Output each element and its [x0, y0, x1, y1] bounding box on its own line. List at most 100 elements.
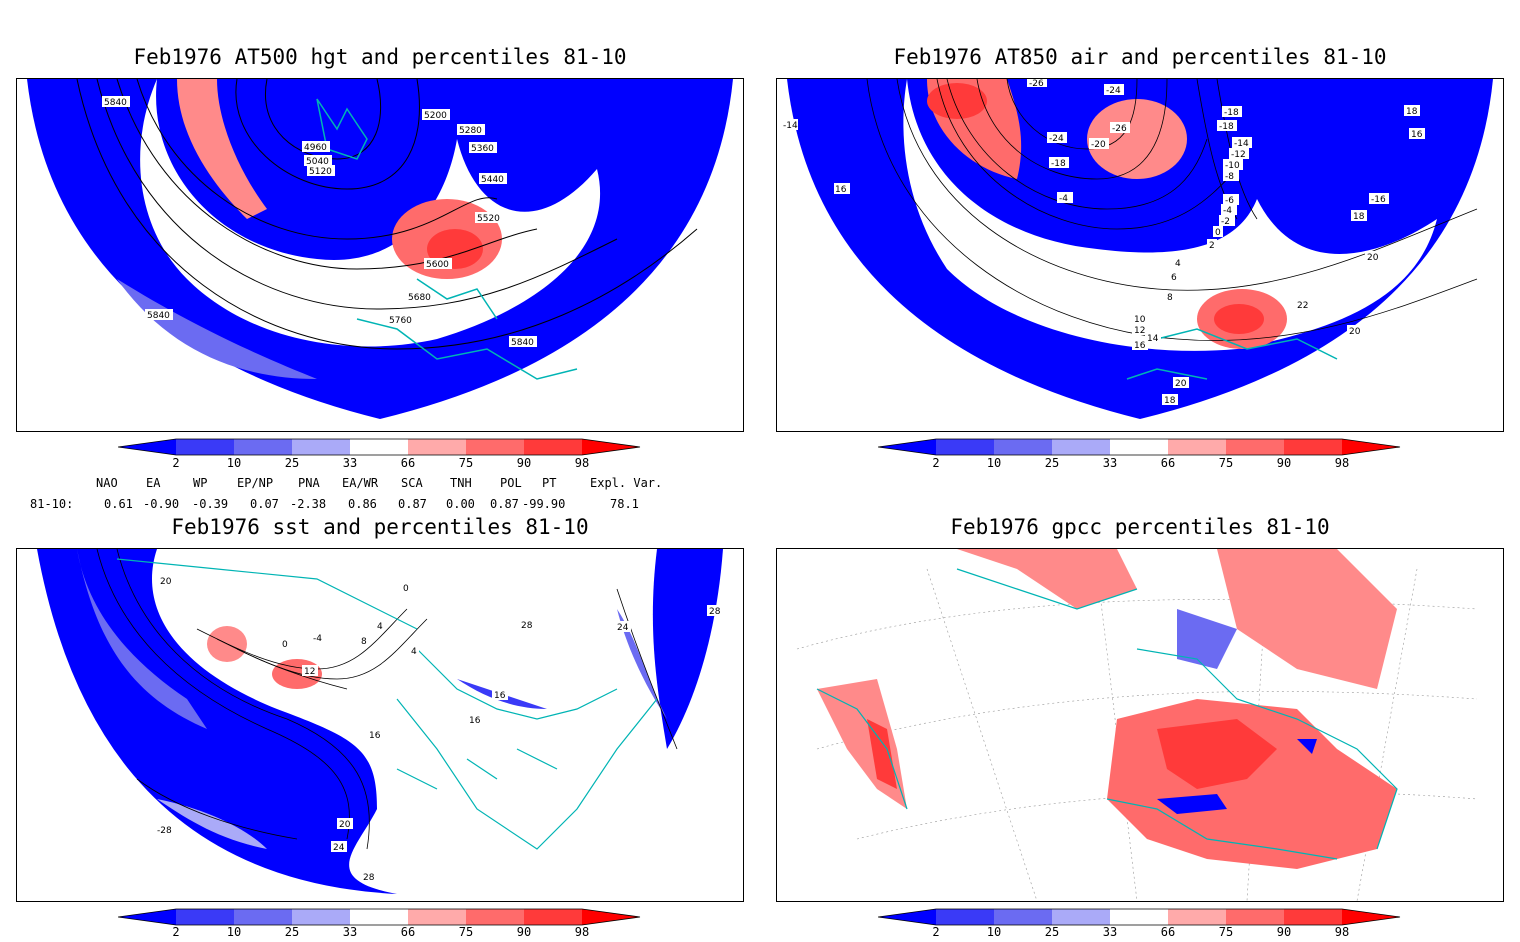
- index-value: 0.07: [250, 497, 279, 511]
- index-header: EA/WR: [342, 476, 379, 490]
- color-legend-air: 2 10 25 33 66 75 90 98: [878, 438, 1404, 472]
- index-header: TNH: [450, 476, 472, 490]
- legend-label: 90: [1276, 925, 1292, 939]
- air-contour-label: -20: [1091, 140, 1106, 150]
- legend-label: 66: [1160, 925, 1176, 939]
- air-contour-label: -4: [1223, 206, 1232, 216]
- air-contour-label: 10: [1134, 315, 1146, 325]
- sst-contour-label: 4: [377, 622, 383, 632]
- index-row-label: 81-10:: [30, 497, 74, 511]
- air-contour-label: 16: [1411, 130, 1423, 140]
- index-value: -0.90: [143, 497, 180, 511]
- index-header: Expl. Var.: [590, 476, 663, 490]
- air-contour-label: -6: [1225, 196, 1234, 206]
- sst-contour-label: 8: [361, 637, 367, 647]
- air-contour-label: -26: [1029, 79, 1044, 89]
- legend-label: 75: [458, 456, 474, 470]
- color-legend-hgt: 2 10 25 33 66 75 90 98: [118, 438, 644, 472]
- sst-contour-label: 16: [494, 691, 506, 701]
- air-contour-label: 16: [1134, 341, 1146, 351]
- sst-contour-label: 0: [282, 640, 288, 650]
- air-contour-label: -14: [783, 121, 798, 131]
- sst-contour-label: 20: [160, 577, 172, 587]
- panel-title-gpcc: Feb1976 gpcc percentiles 81-10: [950, 515, 1330, 539]
- index-header: SCA: [401, 476, 423, 490]
- air-contour-label: -4: [1059, 194, 1068, 204]
- legend-label: 98: [1334, 925, 1350, 939]
- map-panel-sst: 20 0 4 8 -4 0 12 4 16 16 16 20 24 28 28 …: [16, 548, 744, 902]
- index-header: EP/NP: [237, 476, 274, 490]
- legend-label: 90: [1276, 456, 1292, 470]
- sst-contour-label: 20: [339, 820, 351, 830]
- air-contour-label: -14: [1234, 139, 1249, 149]
- panel-title-air: Feb1976 AT850 air and percentiles 81-10: [893, 45, 1387, 69]
- hgt-contour-label: 5840: [104, 98, 127, 108]
- legend-label: 25: [1044, 925, 1060, 939]
- legend-bar-svg: [118, 438, 641, 456]
- index-value: 78.1: [610, 497, 639, 511]
- legend-label: 98: [1334, 456, 1350, 470]
- air-contour-label: 2: [1209, 241, 1215, 251]
- index-header: NAO: [96, 476, 118, 490]
- legend-label: 33: [342, 456, 358, 470]
- hgt-contour-label: 5600: [426, 260, 449, 270]
- sst-contour-label: 24: [617, 623, 629, 633]
- legend-label: 33: [1102, 925, 1118, 939]
- legend-label: 10: [226, 456, 242, 470]
- air-contour-label: 12: [1134, 326, 1145, 336]
- legend-label: 90: [516, 925, 532, 939]
- air-contour-label: -24: [1106, 86, 1121, 96]
- sst-contour-label: 24: [333, 843, 345, 853]
- air-contour-label: -18: [1219, 122, 1234, 132]
- legend-label: 66: [1160, 456, 1176, 470]
- index-value: 0.87: [398, 497, 427, 511]
- air-contour-label: -10: [1225, 161, 1240, 171]
- legend-label: 75: [458, 925, 474, 939]
- legend-bar-svg: [118, 908, 641, 926]
- air-contour-label: -26: [1112, 124, 1127, 134]
- air-contour-label: 20: [1349, 327, 1361, 337]
- gpcc-map-svg: [796, 549, 1478, 901]
- air-contour-label: 18: [1406, 107, 1418, 117]
- air-contour-label: 8: [1167, 293, 1173, 303]
- sst-contour-label: 28: [709, 607, 721, 617]
- sst-map-svg: 20 0 4 8 -4 0 12 4 16 16 16 20 24 28 28 …: [37, 549, 723, 894]
- color-legend-sst: 2 10 25 33 66 75 90 98: [118, 908, 644, 942]
- air-contour-label: 14: [1147, 334, 1159, 344]
- panel-title-sst: Feb1976 sst and percentiles 81-10: [171, 515, 589, 539]
- sst-contour-label: 12: [304, 667, 315, 677]
- index-value: 0.61: [104, 497, 133, 511]
- sst-contour-label: 16: [469, 716, 481, 726]
- index-value: 0.00: [446, 497, 475, 511]
- sst-contour-label: -4: [313, 634, 322, 644]
- legend-label: 2: [172, 456, 180, 470]
- hgt-contour-label: 5840: [511, 338, 534, 348]
- legend-label: 2: [932, 925, 940, 939]
- air-contour-label: -8: [1225, 172, 1234, 182]
- map-panel-air: -14 16 -26 -24 -24 -26 -20 -18 -4 -18 -1…: [776, 78, 1504, 432]
- legend-label: 66: [400, 925, 416, 939]
- index-value: 0.87: [490, 497, 519, 511]
- sst-contour-label: 0: [403, 584, 409, 594]
- hgt-contour-label: 5040: [306, 157, 329, 167]
- index-value: -99.90: [522, 497, 566, 511]
- legend-label: 10: [226, 925, 242, 939]
- legend-label: 25: [284, 456, 300, 470]
- legend-label: 90: [516, 456, 532, 470]
- index-header: POL: [500, 476, 522, 490]
- hgt-contour-label: 5520: [477, 214, 500, 224]
- legend-bar-svg: [878, 438, 1401, 456]
- index-header: EA: [146, 476, 161, 490]
- index-value: -2.38: [290, 497, 327, 511]
- hgt-contour-label: 5280: [459, 126, 482, 136]
- legend-label: 75: [1218, 456, 1234, 470]
- air-contour-label: 20: [1367, 253, 1379, 263]
- hgt-contour-label: 5760: [389, 316, 412, 326]
- map-panel-hgt: 5840 5200 5280 5360 4960 5040 5120 5440 …: [16, 78, 744, 432]
- hgt-map-svg: 5840 5200 5280 5360 4960 5040 5120 5440 …: [27, 79, 733, 419]
- sst-contour-label: 28: [363, 873, 375, 883]
- legend-label: 25: [1044, 456, 1060, 470]
- legend-label: 66: [400, 456, 416, 470]
- legend-label: 25: [284, 925, 300, 939]
- map-panel-gpcc: [776, 548, 1504, 902]
